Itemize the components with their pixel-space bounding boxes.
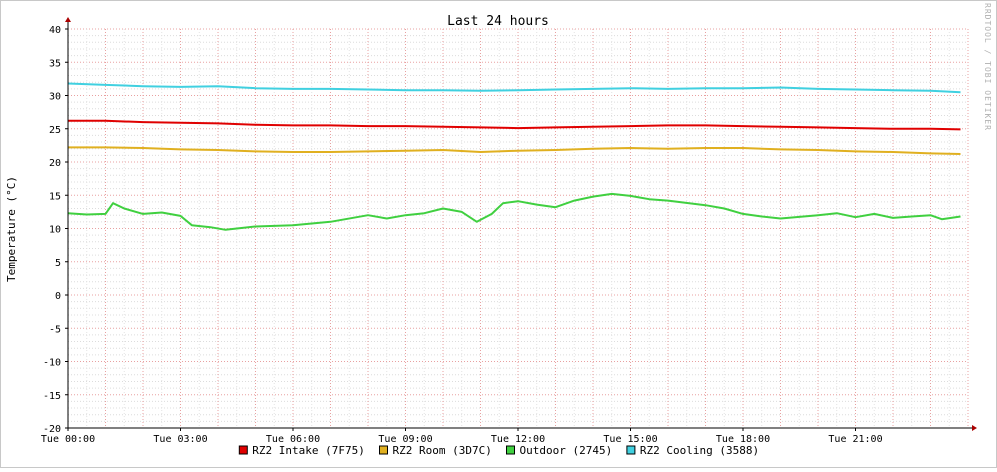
series-line-2 <box>68 146 961 155</box>
y-tick-label: 30 <box>49 92 61 103</box>
legend-label-1: RZ2 Intake (7F75) <box>252 444 365 457</box>
y-tick-label: 40 <box>49 25 61 36</box>
y-tick-label: 10 <box>49 225 61 236</box>
legend-swatch-1 <box>238 445 248 455</box>
legend-label-2: RZ2 Room (3D7C) <box>393 444 492 457</box>
legend: RZ2 Intake (7F75) RZ2 Room (3D7C) Outdoor … <box>238 444 759 457</box>
y-tick-label: 15 <box>49 191 61 202</box>
y-tick-label: -10 <box>43 358 61 369</box>
x-tick-label: Tue 00:00 <box>41 434 95 445</box>
series-line-1 <box>68 119 961 131</box>
y-tick-label: 0 <box>55 291 61 302</box>
y-tick-label: -15 <box>43 391 61 402</box>
legend-swatch-4 <box>626 445 636 455</box>
y-axis-arrow <box>65 17 71 22</box>
y-tick-label: 35 <box>49 58 61 69</box>
y-tick-label: 25 <box>49 125 61 136</box>
y-axis-label: Temperature (°C) <box>5 176 18 282</box>
x-tick-label: Tue 09:00 <box>378 434 432 445</box>
series-line-3 <box>67 192 961 231</box>
series-layer <box>67 82 961 231</box>
grid-layer <box>67 28 969 429</box>
legend-label-4: RZ2 Cooling (3588) <box>640 444 759 457</box>
x-tick-label: Tue 18:00 <box>716 434 770 445</box>
legend-swatch-2 <box>379 445 388 455</box>
x-tick-label: Tue 12:00 <box>491 434 545 445</box>
y-tick-label: 20 <box>49 158 61 169</box>
x-tick-label: Tue 21:00 <box>828 434 882 445</box>
x-axis-arrow <box>972 425 977 431</box>
y-tick-label: -20 <box>43 424 61 435</box>
x-tick-label: Tue 15:00 <box>603 434 657 445</box>
x-tick-label: Tue 03:00 <box>153 434 207 445</box>
y-tick-label: -5 <box>49 324 61 335</box>
chart-title: Last 24 hours <box>447 14 549 29</box>
legend-swatch-3 <box>506 445 515 455</box>
legend-label-3: Outdoor (2745) <box>520 444 613 457</box>
series-line-4 <box>67 82 961 94</box>
y-tick-label: 5 <box>55 258 61 269</box>
rrdtool-watermark: RRDTOOL / TOBI OETIKER <box>983 3 992 131</box>
x-tick-label: Tue 06:00 <box>266 434 320 445</box>
